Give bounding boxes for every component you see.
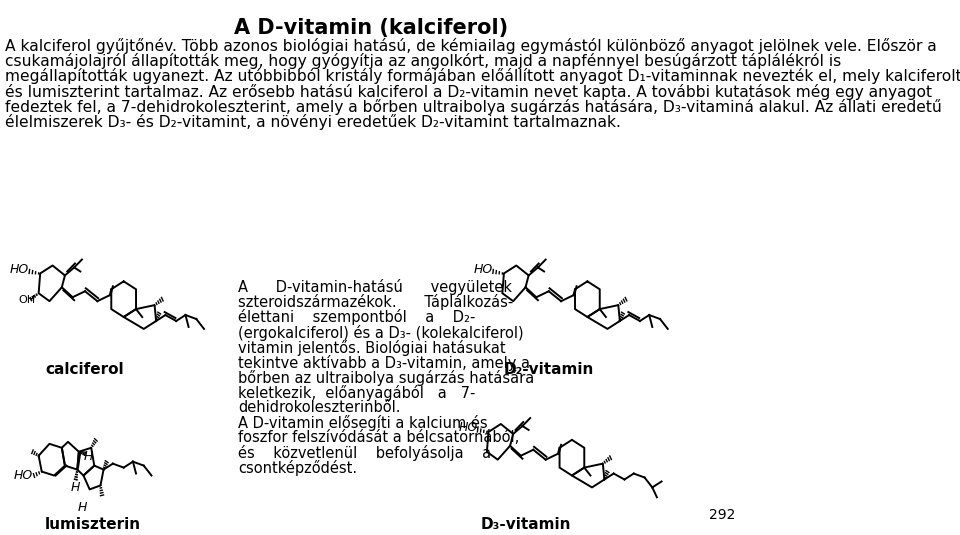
Text: A D-vitamin (kalciferol): A D-vitamin (kalciferol) bbox=[234, 18, 508, 38]
Text: A kalciferol gyűjtőnév. Több azonos biológiai hatású, de kémiailag egymástól kül: A kalciferol gyűjtőnév. Több azonos biol… bbox=[6, 37, 937, 54]
Text: élelmiszerek D₃- és D₂-vitamint, a növényi eredetűek D₂-vitamint tartalmaznak.: élelmiszerek D₃- és D₂-vitamint, a növén… bbox=[6, 114, 621, 131]
Text: és lumiszterint tartalmaz. Az erősebb hatású kalciferol a D₂-vitamin nevet kapta: és lumiszterint tartalmaz. Az erősebb ha… bbox=[6, 83, 932, 100]
Text: és    közvetlenül    befolyásolja    a: és közvetlenül befolyásolja a bbox=[238, 445, 492, 461]
Text: calciferol: calciferol bbox=[46, 362, 125, 377]
Text: bőrben az ultraibolya sugárzás hatására: bőrben az ultraibolya sugárzás hatására bbox=[238, 370, 535, 386]
Text: megállapították ugyanezt. Az utóbbibból kristály formájában előállított anyagot : megállapították ugyanezt. Az utóbbibból … bbox=[6, 68, 960, 85]
Text: A      D-vitamin-hatású      vegyületek: A D-vitamin-hatású vegyületek bbox=[238, 279, 512, 295]
Text: fedeztek fel, a 7-dehidrokoleszterint, amely a bőrben ultraibolya sugárzás hatás: fedeztek fel, a 7-dehidrokoleszterint, a… bbox=[6, 99, 942, 115]
Text: D₂-vitamin: D₂-vitamin bbox=[504, 362, 594, 377]
Text: HO: HO bbox=[458, 422, 478, 434]
Text: csontképződést.: csontképződést. bbox=[238, 460, 357, 476]
Text: (ergokalciferol) és a D₃- (kolekalciferol): (ergokalciferol) és a D₃- (kolekalcifero… bbox=[238, 325, 523, 341]
Text: 292: 292 bbox=[709, 508, 735, 522]
Text: HO: HO bbox=[11, 263, 30, 276]
Text: keletkezik,  előanyagából   a   7-: keletkezik, előanyagából a 7- bbox=[238, 385, 475, 401]
Text: élettani    szempontból    a    D₂-: élettani szempontból a D₂- bbox=[238, 309, 475, 325]
Text: lumiszterin: lumiszterin bbox=[45, 517, 141, 532]
Text: H: H bbox=[84, 450, 93, 463]
Text: HO: HO bbox=[474, 263, 493, 276]
Text: A D-vitamin elősegíti a kalcium és: A D-vitamin elősegíti a kalcium és bbox=[238, 415, 488, 431]
Text: csukamájolajról állapították meg, hogy gyógyítja az angolkórt, majd a napfénnyel: csukamájolajról állapították meg, hogy g… bbox=[6, 53, 842, 69]
Text: vitamin jelentős. Biológiai hatásukat: vitamin jelentős. Biológiai hatásukat bbox=[238, 340, 506, 356]
Text: OH: OH bbox=[18, 295, 36, 305]
Text: H: H bbox=[71, 482, 81, 494]
Text: dehidrokoleszterinből.: dehidrokoleszterinből. bbox=[238, 400, 400, 415]
Text: foszfor felszívódását a bélcsatornából,: foszfor felszívódását a bélcsatornából, bbox=[238, 430, 519, 445]
Text: tekintve aktívabb a D₃-vitamin, amely a: tekintve aktívabb a D₃-vitamin, amely a bbox=[238, 355, 530, 371]
Text: D₃-vitamin: D₃-vitamin bbox=[480, 517, 571, 532]
Text: szteroidszármazékok.      Táplálkozás-: szteroidszármazékok. Táplálkozás- bbox=[238, 294, 514, 310]
Text: H: H bbox=[77, 501, 86, 514]
Text: HO: HO bbox=[13, 469, 33, 482]
